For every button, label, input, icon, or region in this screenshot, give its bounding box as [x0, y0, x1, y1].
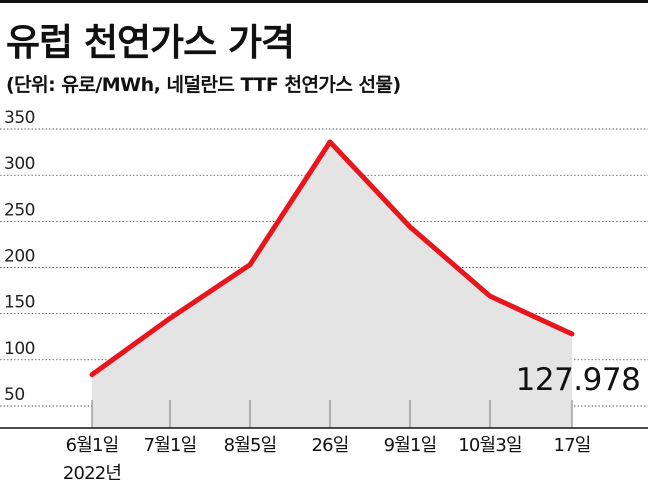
x-tick-label: 17일 — [553, 435, 590, 456]
data-annotations: 127.978 — [516, 362, 641, 398]
x-tick-sublabel: 2022년 — [63, 463, 121, 484]
x-tick-labels: 6월1일 2022년 7월1일 8월5일 26일 9월1일 10월3일 17일 — [63, 435, 592, 484]
series-line — [89, 139, 575, 378]
x-tick-label: 26일 — [311, 435, 348, 456]
x-tick-label: 7월1일 — [144, 435, 197, 456]
x-tick-marks — [91, 400, 573, 428]
y-tick-label: 300 — [4, 154, 35, 174]
y-tick-label: 250 — [4, 200, 35, 220]
y-tick-label: 350 — [4, 108, 35, 128]
x-tick-label: 8월5일 — [224, 435, 277, 456]
x-tick-label: 6월1일 — [66, 435, 119, 456]
y-tick-label: 100 — [4, 339, 35, 359]
chart-subtitle: (단위: 유로/MWh, 네덜란드 TTF 천연가스 선물) — [6, 74, 401, 96]
y-tick-labels: 50 100 150 200 250 300 350 — [4, 108, 35, 405]
x-tick-label: 9월1일 — [384, 435, 437, 456]
top-rule — [0, 0, 648, 3]
area-fill — [92, 141, 572, 428]
y-tick-label: 50 — [4, 385, 25, 405]
y-tick-label: 200 — [4, 247, 35, 267]
x-tick-label: 10월3일 — [458, 435, 521, 456]
chart-title: 유럽 천연가스 가격 — [6, 21, 295, 64]
y-tick-label: 150 — [4, 293, 35, 313]
data-label: 127.978 — [516, 362, 641, 398]
